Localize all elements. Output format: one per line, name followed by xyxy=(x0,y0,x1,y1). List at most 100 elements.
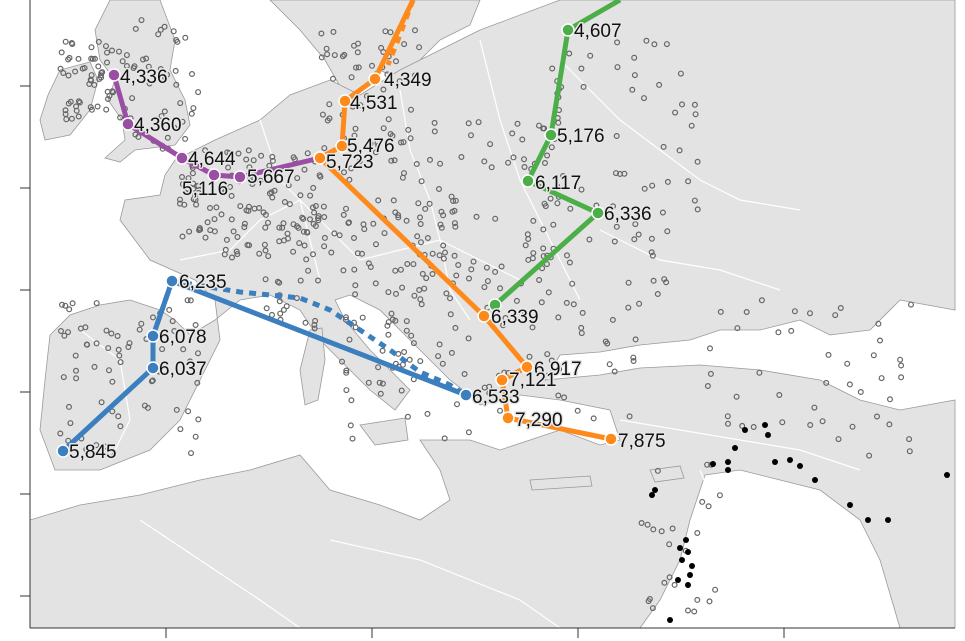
site-marker xyxy=(359,314,366,321)
site-marker xyxy=(663,41,670,48)
site-marker xyxy=(907,301,914,308)
site-marker xyxy=(173,406,180,413)
site-marker xyxy=(403,327,410,334)
site-marker xyxy=(651,41,658,48)
early-site-marker xyxy=(667,617,673,623)
site-marker xyxy=(396,78,403,85)
site-marker xyxy=(241,224,248,231)
site-marker xyxy=(177,426,184,433)
site-marker xyxy=(906,448,913,455)
site-marker xyxy=(685,178,692,185)
site-marker xyxy=(846,381,853,388)
site-marker xyxy=(311,325,318,332)
site-marker xyxy=(343,205,350,212)
site-marker xyxy=(452,223,459,230)
site-marker xyxy=(330,75,337,82)
site-marker xyxy=(691,608,698,615)
site-marker xyxy=(465,429,472,436)
site-marker xyxy=(609,203,616,210)
site-marker xyxy=(311,321,318,328)
site-marker xyxy=(194,379,201,386)
site-marker xyxy=(654,291,661,298)
site-marker xyxy=(544,351,551,358)
site-marker xyxy=(629,86,636,93)
site-marker xyxy=(426,200,433,207)
site-marker xyxy=(159,346,166,353)
site-marker xyxy=(390,197,397,204)
site-marker xyxy=(724,420,731,427)
site-marker xyxy=(410,261,417,268)
site-marker xyxy=(395,214,402,221)
early-site-marker xyxy=(787,457,793,463)
site-marker xyxy=(68,115,75,122)
site-marker xyxy=(481,384,488,391)
site-marker xyxy=(688,122,695,129)
site-marker xyxy=(832,312,839,319)
site-marker xyxy=(321,234,328,241)
site-marker xyxy=(262,247,269,254)
site-marker xyxy=(365,379,372,386)
site-marker xyxy=(369,62,376,69)
site-marker xyxy=(181,201,188,208)
site-marker xyxy=(684,607,691,614)
site-marker xyxy=(699,498,706,505)
site-marker xyxy=(103,49,110,56)
site-marker xyxy=(229,254,236,261)
early-site-marker xyxy=(687,572,693,578)
site-marker xyxy=(233,248,240,255)
site-marker xyxy=(441,435,448,442)
site-marker xyxy=(323,45,330,52)
site-marker xyxy=(174,38,181,45)
site-marker xyxy=(391,157,398,164)
site-marker xyxy=(376,379,383,386)
site-marker xyxy=(58,49,65,56)
site-marker xyxy=(351,235,358,242)
site-marker xyxy=(401,349,408,356)
site-marker xyxy=(374,139,381,146)
site-marker xyxy=(614,39,621,46)
site-marker xyxy=(265,253,272,260)
site-marker xyxy=(138,17,145,24)
site-marker xyxy=(656,81,663,88)
site-marker xyxy=(224,149,231,156)
archaeological-sites xyxy=(57,17,950,623)
site-marker xyxy=(638,519,645,526)
site-marker xyxy=(706,598,713,605)
site-marker xyxy=(296,240,303,247)
route-green-date-label: 4,607 xyxy=(574,21,622,42)
site-marker xyxy=(117,359,124,366)
site-marker xyxy=(574,407,581,414)
site-marker xyxy=(466,275,473,282)
site-marker xyxy=(115,48,122,55)
route-purple-date-label: 4,360 xyxy=(134,115,182,136)
route-orange-date-label: 5,476 xyxy=(347,136,395,157)
site-marker xyxy=(186,228,193,235)
site-marker xyxy=(136,326,143,333)
site-marker xyxy=(173,81,180,88)
site-marker xyxy=(661,276,668,283)
site-marker xyxy=(625,279,632,286)
site-marker xyxy=(202,147,209,154)
site-marker xyxy=(712,586,719,593)
route-green-node xyxy=(521,174,535,188)
early-site-marker xyxy=(652,487,658,493)
site-marker xyxy=(157,26,164,33)
site-marker xyxy=(513,297,520,304)
site-marker xyxy=(465,120,472,127)
site-marker xyxy=(184,297,191,304)
site-marker xyxy=(473,213,480,220)
site-marker xyxy=(530,217,537,224)
site-marker xyxy=(102,43,109,50)
site-marker xyxy=(440,255,447,262)
route-purple-line xyxy=(111,74,321,180)
site-marker xyxy=(188,110,195,117)
site-marker xyxy=(671,581,678,588)
site-marker xyxy=(211,216,218,223)
site-marker xyxy=(526,353,533,360)
early-site-marker xyxy=(725,459,731,465)
site-marker xyxy=(189,170,196,177)
site-marker xyxy=(549,65,556,72)
site-marker xyxy=(488,164,495,171)
site-marker xyxy=(649,182,656,189)
site-marker xyxy=(213,204,220,211)
